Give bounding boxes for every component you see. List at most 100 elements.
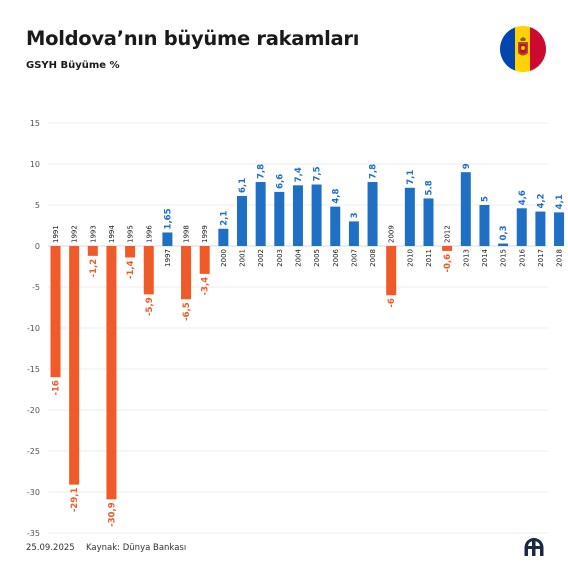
bar-1998: [181, 246, 192, 300]
bar-2011: [423, 198, 434, 246]
x-tick-label: 2011: [425, 249, 433, 267]
x-tick-label: 1996: [145, 225, 153, 243]
x-tick-label: 1998: [183, 225, 191, 243]
y-tick-label: -20: [27, 406, 40, 415]
bar-1991: [50, 246, 61, 378]
data-label: 7,1: [406, 170, 416, 185]
data-label: -1,2: [89, 259, 99, 278]
bar-2006: [330, 206, 341, 246]
bar-2012: [442, 246, 453, 251]
data-label: 4,8: [331, 188, 341, 203]
x-tick-label: 1999: [201, 225, 209, 243]
moldova-flag-icon: [500, 26, 546, 72]
data-label: 7,4: [294, 167, 304, 182]
data-label: -1,4: [126, 260, 136, 279]
data-label: -16: [52, 380, 62, 395]
x-tick-label: 2001: [239, 249, 247, 267]
bar-2016: [516, 208, 527, 246]
data-label: 5.8: [425, 180, 435, 195]
bar-1999: [199, 246, 210, 274]
bar-2002: [255, 182, 266, 246]
data-label: 7,8: [257, 164, 267, 179]
x-tick-label: 2003: [276, 249, 284, 267]
x-tick-label: 2010: [406, 249, 414, 267]
data-label: -5,9: [145, 297, 155, 316]
data-label: -29,1: [70, 488, 80, 513]
y-tick-label: -30: [27, 488, 40, 497]
data-label: -0,6: [443, 254, 453, 273]
page-title: Moldova’nın büyüme rakamları: [26, 27, 360, 50]
bar-2008: [367, 182, 378, 246]
data-label: 0,3: [499, 225, 509, 240]
bar-2013: [460, 172, 471, 246]
bar-2015: [498, 243, 509, 246]
data-label: 4,1: [555, 194, 565, 209]
data-label: 7,5: [313, 166, 323, 181]
x-tick-label: 2014: [481, 248, 489, 266]
data-label: 6,1: [238, 178, 248, 193]
aa-logo-icon: [523, 537, 545, 557]
data-label: 9: [462, 163, 472, 169]
bar-1993: [87, 246, 98, 256]
bar-1996: [143, 246, 154, 295]
data-label: 3: [350, 212, 360, 218]
bar-2005: [311, 184, 322, 246]
x-tick-label: 2006: [332, 248, 340, 266]
bar-1995: [125, 246, 136, 258]
y-tick-label: -15: [27, 365, 40, 374]
x-tick-label: 2008: [369, 249, 377, 267]
y-tick-label: -35: [27, 529, 40, 538]
data-label: 2,1: [219, 211, 229, 226]
x-tick-label: 2012: [444, 225, 452, 243]
data-label: 7,8: [369, 164, 379, 179]
bar-2009: [386, 246, 397, 296]
data-label: -30,9: [107, 502, 117, 527]
y-tick-label: 10: [30, 160, 40, 169]
x-tick-label: 2009: [388, 225, 396, 243]
x-tick-label: 2004: [294, 248, 302, 266]
x-tick-label: 1992: [71, 225, 79, 243]
x-tick-label: 2000: [220, 249, 228, 267]
x-tick-label: 2017: [537, 249, 545, 267]
x-tick-label: 2015: [500, 249, 508, 267]
x-tick-label: 1994: [108, 225, 116, 243]
bar-1997: [162, 232, 173, 246]
data-label: 4,2: [536, 193, 546, 208]
bar-2010: [404, 187, 415, 246]
y-tick-label: -5: [32, 283, 40, 292]
data-label: 1,65: [163, 208, 173, 229]
x-tick-label: 1997: [164, 249, 172, 267]
data-label: -3,4: [201, 277, 211, 296]
footer-date: 25.09.2025: [26, 543, 75, 553]
x-tick-label: 2013: [462, 249, 470, 267]
x-tick-label: 1995: [127, 225, 135, 243]
x-tick-label: 2016: [518, 248, 526, 266]
bar-2004: [292, 185, 303, 246]
x-tick-label: 2018: [556, 249, 564, 267]
bar-1992: [69, 246, 80, 485]
x-tick-label: 2005: [313, 249, 321, 267]
bar-2001: [237, 195, 247, 246]
bar-2017: [535, 211, 546, 246]
data-label: 4,6: [518, 190, 528, 205]
footer-source: Kaynak: Dünya Bankası: [86, 543, 187, 553]
bar-2007: [348, 221, 359, 246]
y-tick-label: 5: [35, 201, 40, 210]
x-tick-label: 2002: [257, 249, 265, 267]
x-tick-label: 1993: [89, 225, 97, 243]
data-label: -6,5: [182, 302, 192, 321]
bar-2014: [479, 205, 490, 246]
bar-2018: [554, 212, 565, 246]
x-tick-label: 1991: [52, 225, 60, 243]
bar-2003: [274, 191, 285, 246]
y-tick-label: 0: [35, 242, 40, 251]
data-label: -6: [387, 298, 397, 308]
x-tick-label: 2007: [350, 249, 358, 267]
bar-2000: [218, 228, 229, 246]
bar-1994: [106, 246, 117, 500]
data-label: 6,6: [275, 174, 285, 189]
chart-subtitle: GSYH Büyüme %: [26, 60, 120, 71]
y-tick-label: -25: [27, 447, 40, 456]
y-tick-label: 15: [30, 119, 40, 128]
